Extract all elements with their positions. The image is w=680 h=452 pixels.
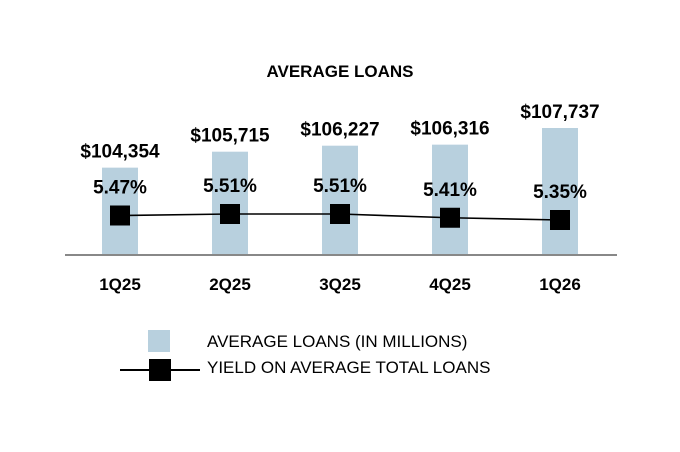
- bar: [542, 128, 578, 255]
- chart-title: AVERAGE LOANS: [266, 62, 414, 81]
- legend-label-bar: AVERAGE LOANS (IN MILLIONS): [207, 332, 468, 351]
- bar-value-label: $107,737: [520, 102, 599, 123]
- line-point: [110, 205, 130, 226]
- line-point: [330, 204, 350, 224]
- bar-value-label: $105,715: [190, 126, 270, 147]
- line-value-label: 5.47%: [93, 178, 147, 199]
- line-point: [550, 210, 570, 230]
- line-value-label: 5.51%: [203, 176, 257, 197]
- x-tick-label: 1Q25: [99, 275, 141, 294]
- bar: [212, 151, 248, 255]
- bar: [432, 144, 468, 255]
- x-tick-label: 3Q25: [319, 275, 361, 294]
- line-value-label: 5.35%: [533, 182, 587, 203]
- bar-value-label: $106,316: [410, 119, 489, 140]
- legend-label-line: YIELD ON AVERAGE TOTAL LOANS: [207, 358, 491, 377]
- line-point: [220, 204, 240, 224]
- bar-value-label: $104,354: [80, 142, 160, 163]
- line-point: [440, 207, 460, 228]
- bar-value-label: $106,227: [300, 120, 379, 141]
- x-tick-label: 4Q25: [429, 275, 471, 294]
- line-value-label: 5.41%: [423, 180, 477, 201]
- legend-marker-line: [149, 359, 171, 381]
- line-value-label: 5.51%: [313, 176, 367, 197]
- x-tick-label: 2Q25: [209, 275, 251, 294]
- x-tick-label: 1Q26: [539, 275, 581, 294]
- bar: [322, 145, 358, 255]
- legend-swatch-bar: [148, 330, 170, 352]
